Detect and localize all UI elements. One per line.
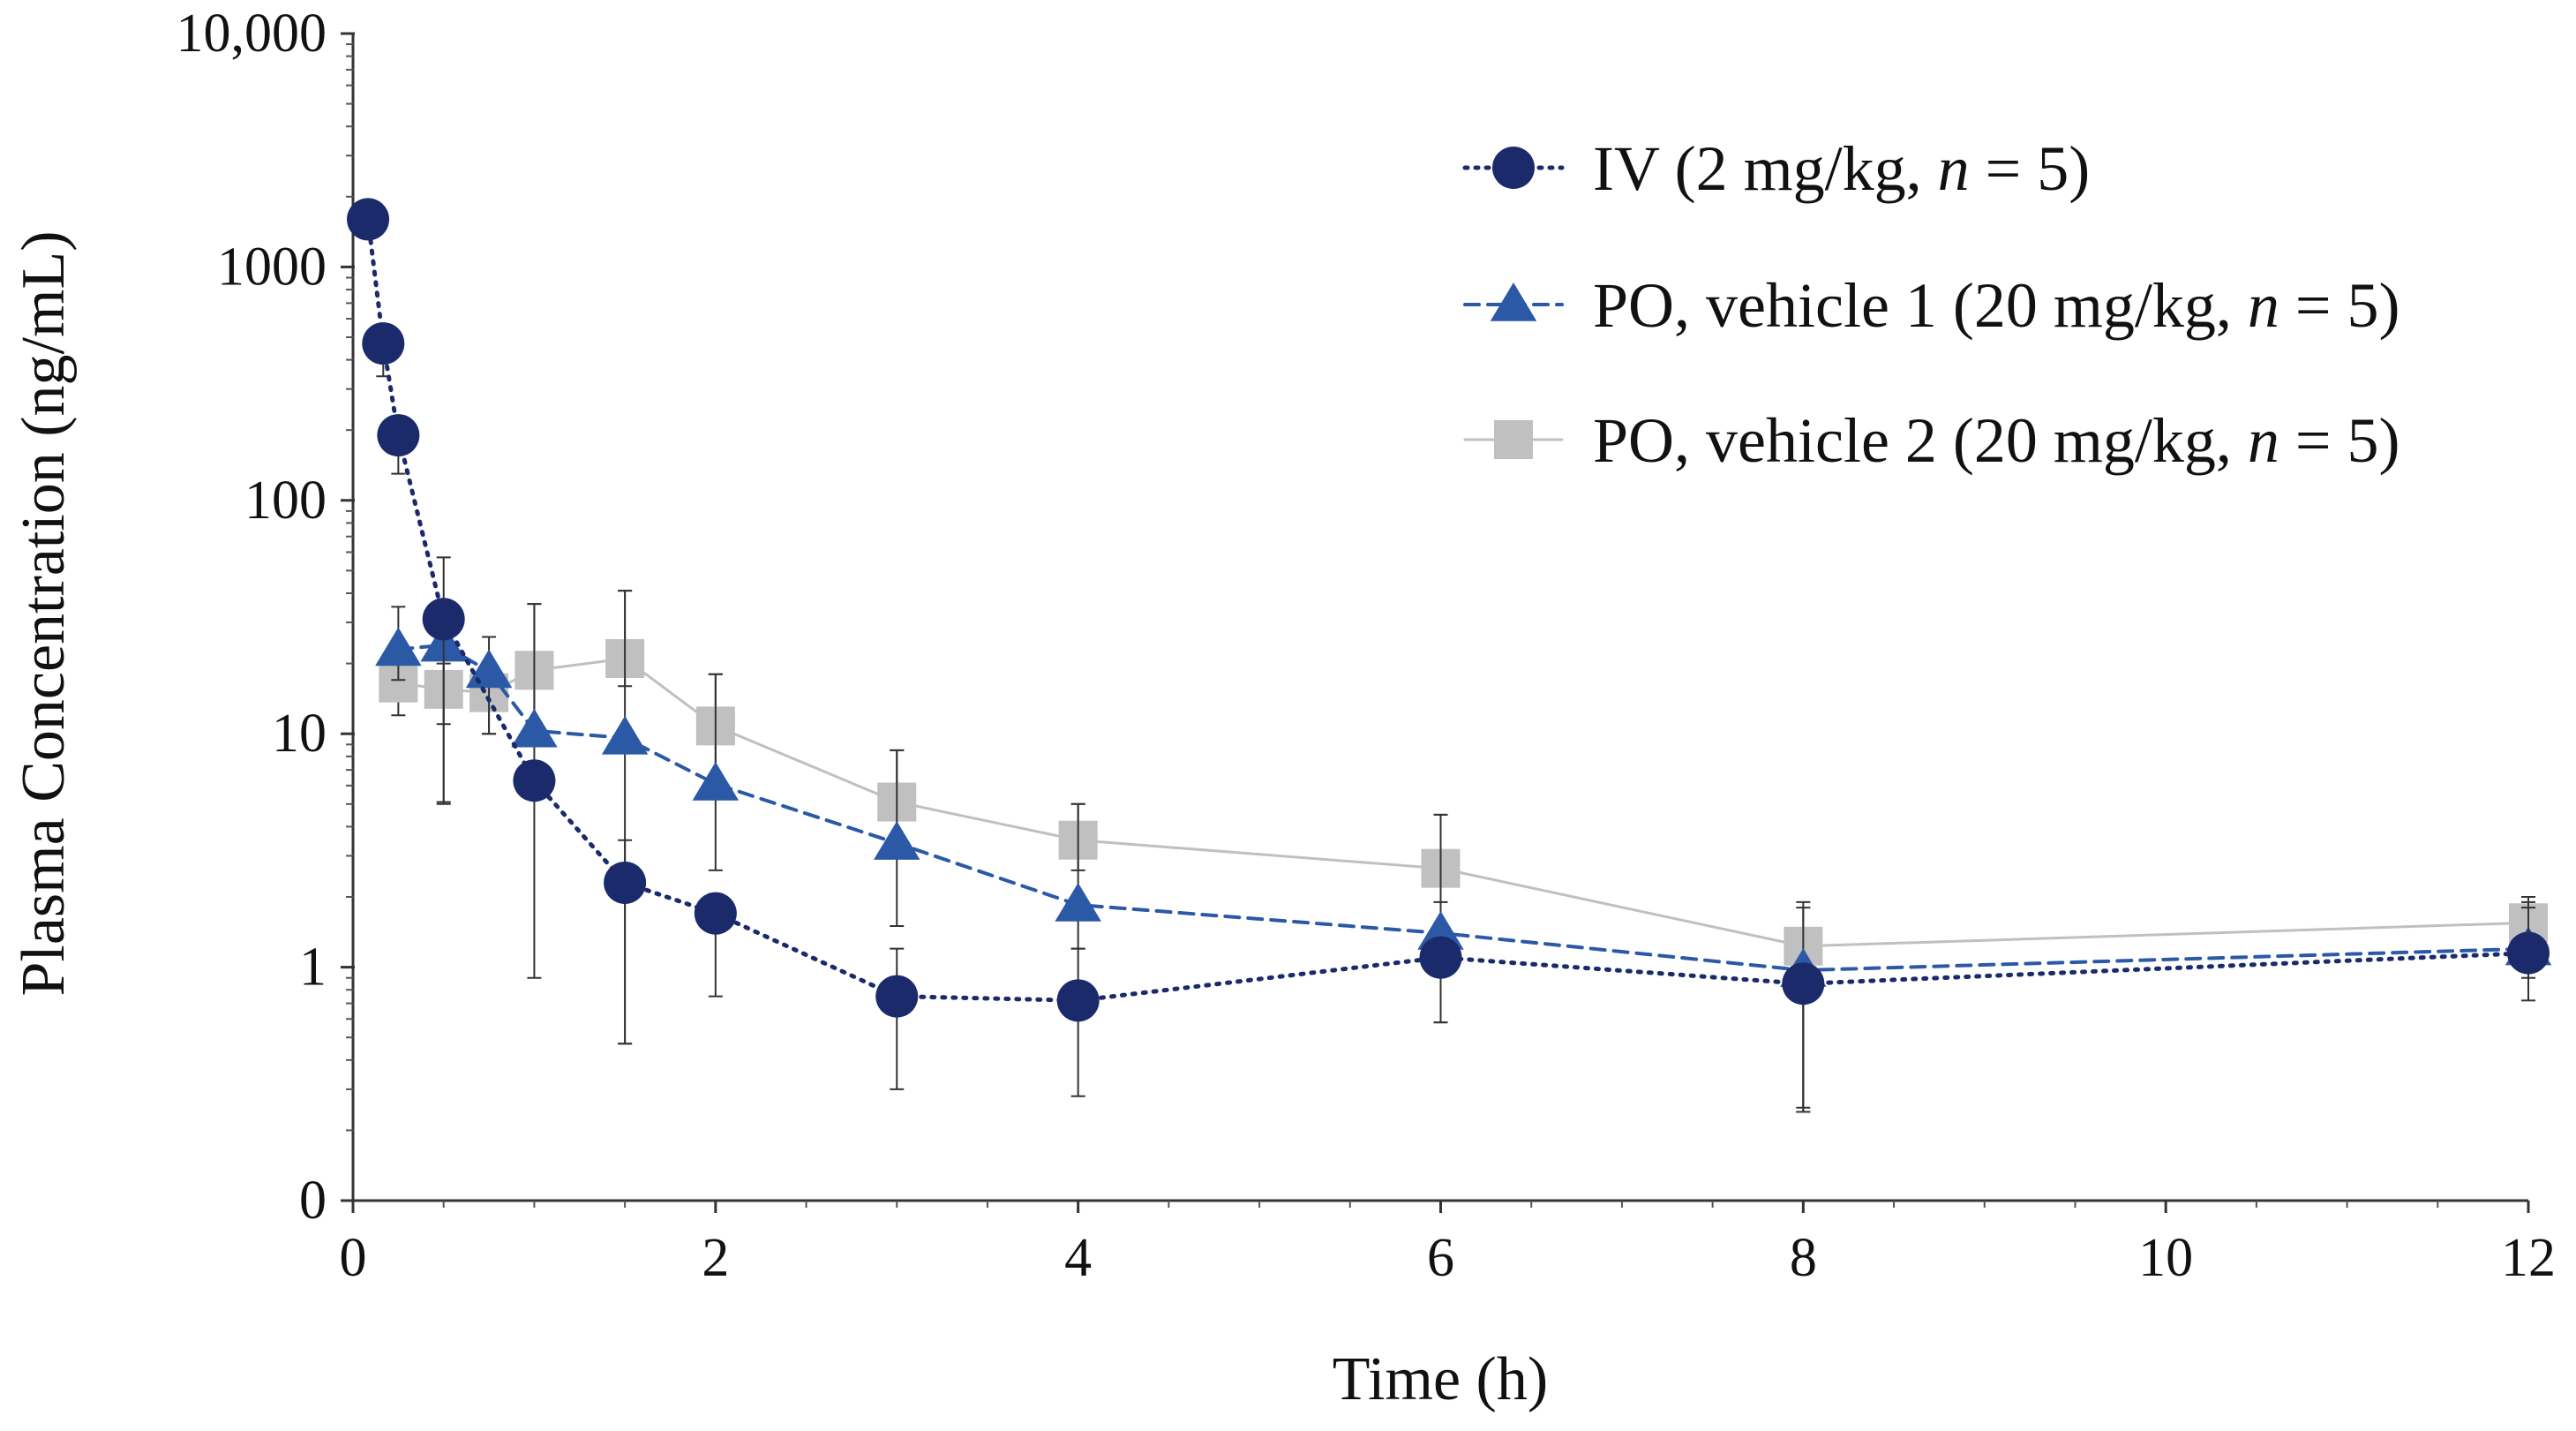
x-tick-label: 0	[340, 1228, 367, 1288]
data-point	[2507, 931, 2550, 975]
data-point	[1494, 420, 1533, 459]
data-point	[1782, 962, 1825, 1005]
series-triangle	[375, 590, 2552, 1113]
x-tick-label: 12	[2501, 1228, 2556, 1288]
legend-label: PO, vehicle 2 (20 mg/kg, n = 5)	[1593, 405, 2400, 476]
series-square	[379, 590, 2548, 1109]
data-point	[692, 761, 740, 801]
series-line	[396, 643, 2530, 973]
data-point	[601, 715, 649, 755]
data-point	[375, 627, 422, 667]
data-point	[875, 975, 919, 1018]
data-point	[694, 892, 737, 935]
x-tick-label: 2	[702, 1228, 729, 1288]
y-tick-label: 10	[272, 704, 327, 764]
y-tick-label: 1000	[217, 237, 327, 297]
legend-label: PO, vehicle 1 (20 mg/kg, n = 5)	[1593, 270, 2400, 341]
legend-item: PO, vehicle 2 (20 mg/kg, n = 5)	[1463, 405, 2400, 476]
data-point	[874, 821, 920, 860]
data-point	[604, 861, 647, 904]
legend-item: IV (2 mg/kg, n = 5)	[1462, 133, 2090, 204]
series-circle	[347, 198, 2550, 1113]
y-tick-label: 1	[299, 938, 327, 998]
series-layer	[347, 198, 2552, 1113]
legend: IV (2 mg/kg, n = 5) PO, vehicle 1 (20 mg/…	[1462, 133, 2400, 476]
data-point	[422, 598, 465, 641]
data-point	[1056, 979, 1100, 1022]
legend-label: IV (2 mg/kg, n = 5)	[1593, 133, 2090, 204]
x-tick-label: 10	[2138, 1228, 2193, 1288]
y-tick-label: 100	[244, 471, 327, 531]
data-point	[513, 759, 556, 802]
data-point	[1055, 882, 1101, 922]
y-tick-label: 0	[299, 1171, 327, 1231]
x-tick-label: 6	[1427, 1228, 1454, 1288]
legend-item: PO, vehicle 1 (20 mg/kg, n = 5)	[1463, 270, 2400, 341]
data-point	[1492, 147, 1535, 189]
data-point	[362, 322, 405, 365]
x-axis-title: Time (h)	[1333, 1345, 1548, 1413]
axes: 0 1 10 100 1000 10,000 0 2 4 6 8 10 12	[176, 4, 2557, 1288]
y-tick-label: 10,000	[176, 4, 327, 64]
data-point	[1490, 282, 1537, 321]
data-point	[377, 414, 420, 457]
x-tick-label: 8	[1790, 1228, 1817, 1288]
y-axis-title: Plasma Concentration (ng/mL)	[10, 230, 78, 996]
data-point	[1419, 936, 1462, 979]
x-tick-label: 4	[1064, 1228, 1092, 1288]
data-point	[511, 708, 558, 748]
data-point	[347, 198, 390, 241]
